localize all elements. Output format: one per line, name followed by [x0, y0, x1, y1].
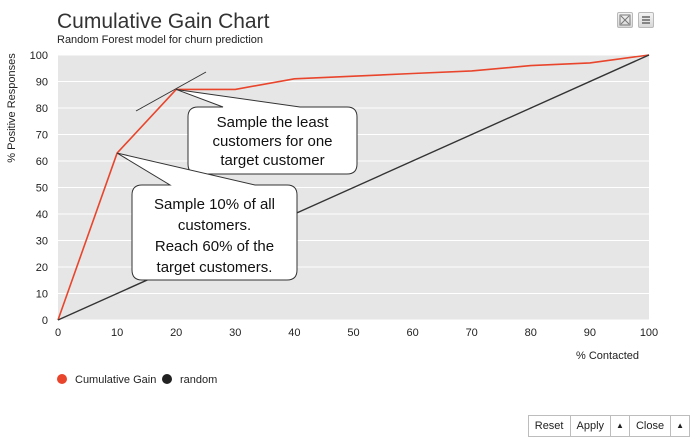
- x-tick-label: 80: [525, 327, 537, 339]
- x-tick-label: 20: [170, 327, 182, 339]
- y-tick-label: 90: [36, 77, 48, 89]
- x-tick-label: 70: [466, 327, 478, 339]
- apply-button[interactable]: Apply: [570, 416, 612, 436]
- y-tick-label: 10: [36, 289, 48, 301]
- y-tick-label: 40: [36, 209, 48, 221]
- y-axis-label: % Positive Responses: [6, 53, 18, 163]
- y-axis-ticks: 0 10 20 30 40 50 60 70 80 90 100: [30, 50, 48, 327]
- callout-text: target customers.: [157, 259, 273, 276]
- zoom-icon: [619, 14, 631, 26]
- legend-marker-1: [162, 374, 172, 384]
- y-tick-label: 80: [36, 103, 48, 115]
- x-tick-label: 50: [347, 327, 359, 339]
- annotations: Sample the least customers for one target …: [116, 71, 358, 281]
- tangent-line: [135, 71, 207, 112]
- y-tick-label: 60: [36, 156, 48, 168]
- legend: Cumulative Gain random: [57, 374, 217, 386]
- close-button[interactable]: Close: [629, 416, 672, 436]
- callout-text: Reach 60% of the: [155, 238, 274, 255]
- callout-text: customers for one: [212, 133, 332, 150]
- legend-marker-0: [57, 374, 67, 384]
- legend-label: Cumulative Gain: [75, 374, 156, 386]
- x-axis-label: % Contacted: [576, 350, 639, 362]
- x-tick-label: 0: [55, 327, 61, 339]
- chart-toolbar: Reset Apply ▲ Close ▲: [527, 415, 690, 437]
- reset-button[interactable]: Reset: [528, 416, 571, 436]
- y-tick-label: 50: [36, 183, 48, 195]
- legend-label: random: [180, 374, 217, 386]
- x-tick-label: 10: [111, 327, 123, 339]
- x-tick-label: 30: [229, 327, 241, 339]
- series-line-0: [57, 54, 650, 321]
- x-tick-label: 100: [640, 327, 658, 339]
- y-tick-label: 70: [36, 130, 48, 142]
- chart-title: Cumulative Gain Chart: [57, 10, 270, 33]
- callout-text: customers.: [178, 217, 251, 234]
- callout-text: Sample 10% of all: [154, 196, 275, 213]
- apply-dropdown-button[interactable]: ▲: [611, 416, 630, 436]
- zoom-button[interactable]: [617, 12, 633, 28]
- y-tick-label: 30: [36, 236, 48, 248]
- y-tick-label: 100: [30, 50, 48, 62]
- chart-subtitle: Random Forest model for churn prediction: [57, 34, 263, 46]
- x-tick-label: 90: [584, 327, 596, 339]
- callout-text: target customer: [220, 152, 324, 169]
- x-tick-label: 40: [288, 327, 300, 339]
- callout-box-0: [176, 88, 358, 175]
- x-tick-label: 60: [406, 327, 418, 339]
- menu-button[interactable]: [638, 12, 654, 28]
- y-tick-label: 0: [42, 315, 48, 327]
- callout-text: Sample the least: [217, 114, 330, 131]
- y-tick-label: 20: [36, 262, 48, 274]
- callout-box-1: [116, 152, 298, 281]
- menu-icon: [642, 16, 650, 24]
- close-dropdown-button[interactable]: ▲: [671, 416, 689, 436]
- x-axis-ticks: 0 10 20 30 40 50 60 70 80 90 100: [55, 327, 658, 339]
